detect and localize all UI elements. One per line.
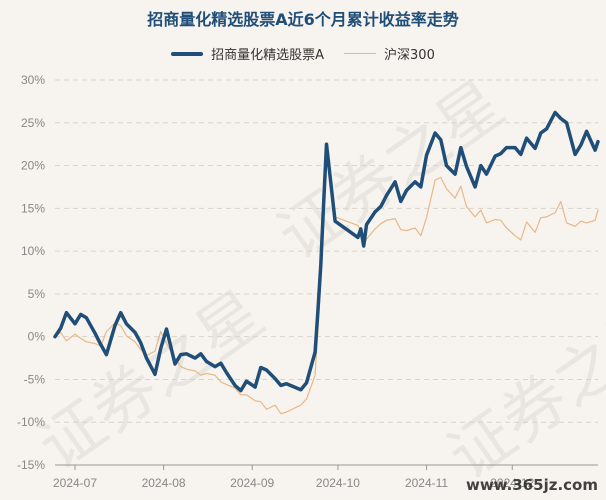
x-tick-label: 2024-07 <box>53 476 97 490</box>
series-line-fund <box>53 110 600 393</box>
y-tick-label: 25% <box>21 116 45 130</box>
y-tick-label: 10% <box>21 244 45 258</box>
y-tick-label: -15% <box>17 458 45 472</box>
series-line-csi300 <box>54 152 599 415</box>
y-tick-label: -5% <box>24 372 46 386</box>
legend-entry-index[interactable]: 沪深300 <box>344 44 435 63</box>
watermark-url: www.365jz.com <box>465 476 598 494</box>
x-tick-label: 2024-11 <box>405 476 448 490</box>
legend-swatch-index <box>344 53 377 54</box>
x-tick-label: 2024-08 <box>142 476 186 490</box>
series-layer <box>53 110 600 415</box>
legend-label-fund: 招商量化精选股票A <box>211 48 325 63</box>
legend-swatch-fund <box>171 51 204 56</box>
x-tick-label: 2024-10 <box>316 476 360 490</box>
grid-layer <box>55 79 598 466</box>
x-tick-label: 2024-12 <box>490 476 534 490</box>
y-tick-label: 0% <box>28 330 46 344</box>
legend-label-index: 沪深300 <box>384 48 435 63</box>
chart-title: 招商量化精选股票A近6个月累计收益率走势 <box>147 10 459 29</box>
chart-legend: 招商量化精选股票A 沪深300 <box>0 44 606 63</box>
y-tick-label: 30% <box>21 73 45 87</box>
x-tick-label: 2024-09 <box>230 476 274 490</box>
axis-layer: 30% 25% 20% 15% 10% 5% 0% -5% -10% -15% 2024-07 202… <box>17 73 598 490</box>
y-tick-label: 15% <box>21 201 45 215</box>
legend-entry-fund[interactable]: 招商量化精选股票A <box>171 44 324 63</box>
y-tick-label: -10% <box>17 415 45 429</box>
y-tick-label: 5% <box>28 287 46 301</box>
y-tick-label: 20% <box>21 159 45 173</box>
